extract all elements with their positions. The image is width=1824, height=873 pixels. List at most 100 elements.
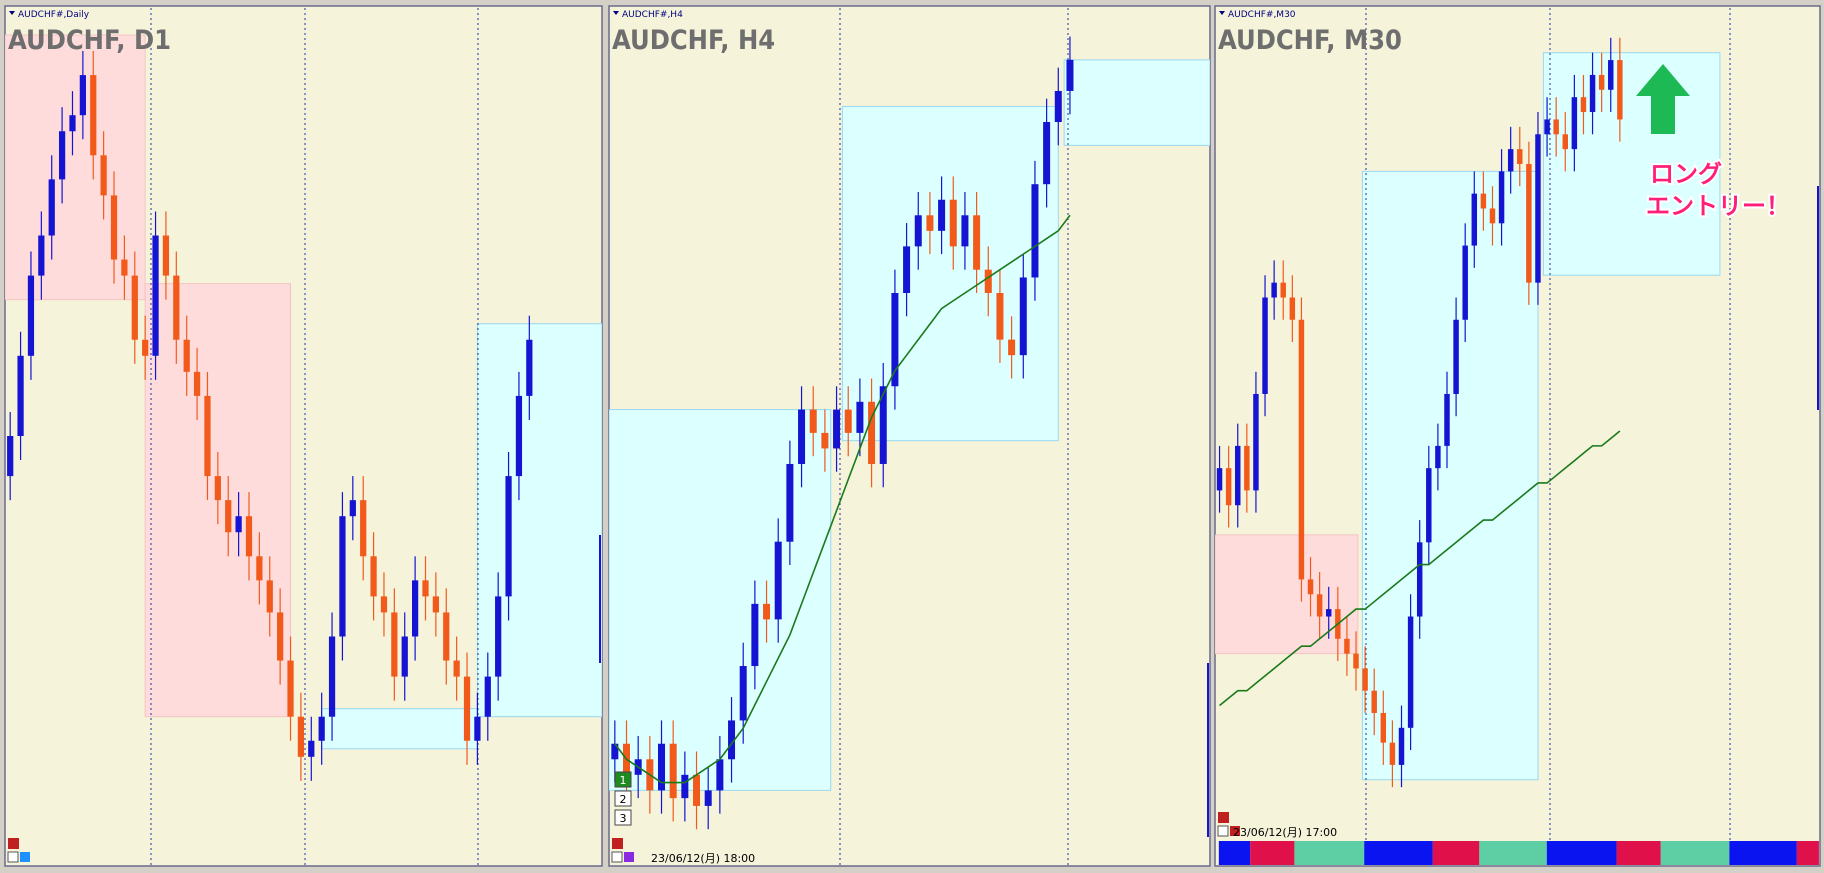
candle-body bbox=[391, 612, 398, 677]
chart-panel: AUDCHF#,H4 AUDCHF, H4 23/06/12(月) 18:00 1 2 3 bbox=[608, 5, 1211, 867]
candle-body bbox=[1235, 445, 1241, 506]
candle-body bbox=[1480, 193, 1487, 209]
candle-body bbox=[821, 432, 829, 449]
moving-average bbox=[614, 214, 1071, 784]
candle-body bbox=[204, 395, 211, 477]
candle-body bbox=[422, 580, 429, 597]
close-icon[interactable] bbox=[7, 851, 19, 863]
candle-body bbox=[245, 516, 253, 557]
candle-body bbox=[277, 612, 284, 661]
candle-body bbox=[1031, 184, 1039, 278]
zone-box bbox=[1361, 170, 1539, 781]
candle-body bbox=[1598, 74, 1605, 90]
zone-box bbox=[1215, 534, 1359, 655]
indicator-bar-segment bbox=[1364, 841, 1433, 865]
level-button-label: 1 bbox=[620, 774, 627, 787]
indicator-bar-segment bbox=[1660, 841, 1730, 865]
date-label: 23/06/12(月) 17:00 bbox=[1233, 826, 1337, 839]
scroll-icon[interactable] bbox=[1230, 826, 1240, 836]
candle-body bbox=[214, 476, 221, 501]
candle-body bbox=[349, 500, 356, 517]
candle-body bbox=[1043, 122, 1051, 185]
candle-body bbox=[526, 339, 533, 396]
candle-body bbox=[27, 275, 35, 356]
candle-body bbox=[879, 386, 887, 464]
indicator-bar-segment bbox=[1796, 841, 1819, 865]
candle-body bbox=[868, 401, 876, 464]
candle-body bbox=[891, 293, 899, 387]
candle-body bbox=[751, 603, 759, 667]
scroll-icon[interactable] bbox=[20, 852, 30, 862]
candle-body bbox=[833, 409, 841, 449]
candle-body bbox=[658, 743, 666, 791]
close-icon[interactable] bbox=[1217, 825, 1229, 837]
indicator-bar-segment bbox=[1479, 841, 1547, 865]
indicator-bar-segment bbox=[1616, 841, 1661, 865]
candle-body bbox=[7, 436, 14, 477]
level-button-label: 2 bbox=[620, 793, 627, 806]
zone-box bbox=[841, 105, 1059, 442]
candle-body bbox=[1398, 727, 1405, 765]
candle-body bbox=[463, 676, 471, 741]
level-button[interactable] bbox=[614, 771, 632, 788]
candle-body bbox=[162, 235, 170, 276]
candle-body bbox=[1344, 638, 1350, 654]
menu-triangle bbox=[1219, 11, 1225, 15]
candle-body bbox=[1325, 609, 1332, 617]
candle-body bbox=[1453, 319, 1459, 394]
chart-label: AUDCHF#,M30 bbox=[1228, 10, 1296, 20]
panel-content bbox=[5, 8, 602, 866]
level-button[interactable] bbox=[614, 809, 632, 826]
candle-body bbox=[173, 275, 180, 340]
candle-body bbox=[411, 580, 419, 637]
indicator-bar-segment bbox=[1729, 841, 1797, 865]
candle-body bbox=[287, 660, 294, 717]
candle-body bbox=[1407, 616, 1414, 728]
moving-average bbox=[1219, 430, 1621, 707]
candle-body bbox=[1435, 445, 1441, 469]
candle-body bbox=[266, 580, 273, 613]
min-icon[interactable] bbox=[612, 838, 623, 849]
candle-body bbox=[1380, 712, 1387, 743]
candle-body bbox=[1066, 59, 1074, 91]
chart-title: AUDCHF, H4 bbox=[612, 25, 775, 56]
close-icon[interactable] bbox=[611, 851, 623, 863]
candle-body bbox=[1580, 97, 1587, 113]
candle-body bbox=[809, 409, 817, 433]
candle-body bbox=[786, 463, 794, 542]
candle-body bbox=[1054, 90, 1062, 123]
candle-body bbox=[1535, 134, 1541, 283]
candle-body bbox=[949, 199, 957, 247]
candle-body bbox=[1008, 339, 1016, 356]
chart-title: AUDCHF, D1 bbox=[8, 25, 171, 56]
candle-body bbox=[763, 603, 771, 620]
candle-body bbox=[984, 269, 992, 293]
level-button[interactable] bbox=[614, 790, 632, 807]
indicator-bar-segment bbox=[1432, 841, 1480, 865]
chart-panel: AUDCHF#,M30 AUDCHF, M30 23/06/12(月) 17:00 ロ… bbox=[1214, 5, 1821, 867]
min-icon[interactable] bbox=[8, 838, 19, 849]
candle-body bbox=[1617, 60, 1623, 120]
candle-body bbox=[996, 293, 1004, 340]
menu-triangle bbox=[9, 11, 15, 15]
candle-body bbox=[693, 774, 701, 806]
candle-body bbox=[961, 215, 969, 247]
candle-body bbox=[739, 666, 747, 721]
indicator-bar-segment bbox=[1250, 841, 1295, 865]
candle-body bbox=[339, 516, 346, 637]
scroll-icon[interactable] bbox=[624, 852, 634, 862]
candle-body bbox=[1353, 653, 1359, 669]
candle-body bbox=[38, 235, 45, 276]
candle-body bbox=[926, 215, 934, 231]
chart-label: AUDCHF#,H4 bbox=[622, 10, 683, 20]
candle-body bbox=[432, 596, 439, 613]
candle-body bbox=[1608, 60, 1614, 90]
candle-body bbox=[1444, 393, 1450, 446]
candle-body bbox=[1244, 445, 1250, 491]
candle-body bbox=[48, 179, 55, 236]
candle-body bbox=[308, 740, 315, 757]
entry-annotation: エントリー！ bbox=[1646, 192, 1790, 220]
min-icon[interactable] bbox=[1218, 812, 1229, 823]
candle-body bbox=[704, 790, 712, 806]
candle-body bbox=[1553, 119, 1559, 135]
